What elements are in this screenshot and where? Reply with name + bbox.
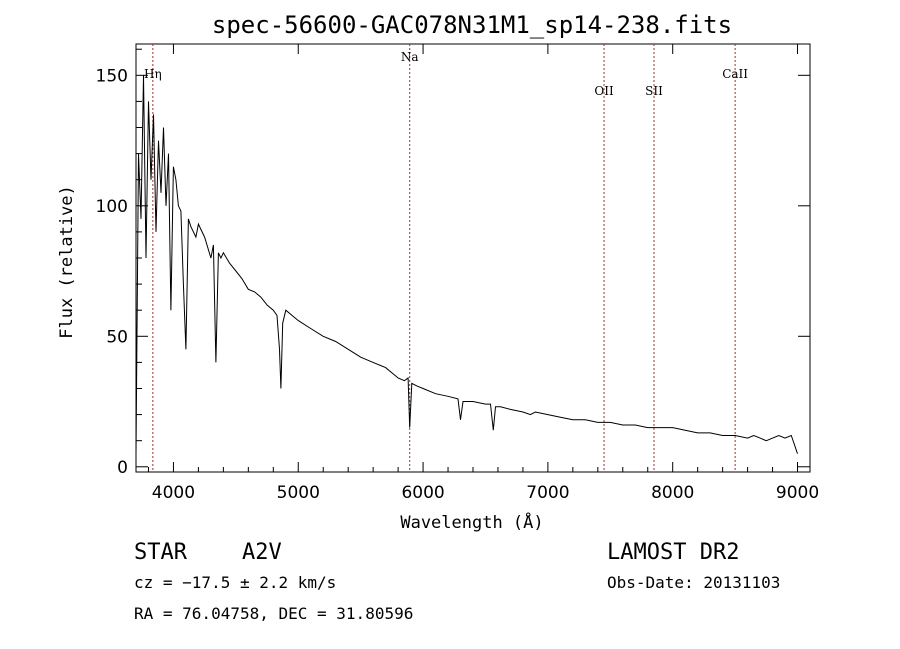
object-class: STAR: [134, 540, 188, 565]
x-tick-label: 4000: [152, 483, 195, 503]
y-tick-label: 0: [117, 458, 128, 478]
y-axis-ticks: 0 50 100 150: [96, 48, 810, 478]
y-tick-label: 100: [96, 197, 128, 217]
line-marker-label: Hη: [144, 67, 162, 81]
line-marker-label: OII: [594, 84, 614, 98]
x-tick-label: 6000: [401, 483, 444, 503]
x-tick-label: 5000: [277, 483, 320, 503]
obs-date-text: Obs-Date: 20131103: [607, 573, 780, 592]
radec-text: RA = 76.04758, DEC = 31.80596: [134, 604, 413, 623]
object-subclass: A2V: [242, 540, 282, 565]
x-axis-label: Wavelength (Å): [400, 511, 543, 533]
line-marker-label: Na: [401, 50, 419, 64]
redshift-text: cz = −17.5 ± 2.2 km/s: [134, 573, 336, 592]
plot-frame: [135, 43, 811, 473]
y-axis-label: Flux (relative): [57, 185, 77, 339]
chart-title: spec-56600-GAC078N31M1_sp14-238.fits: [212, 11, 732, 39]
y-tick-label: 150: [96, 66, 128, 86]
line-marker-label: CaII: [722, 67, 748, 81]
y-tick-label: 50: [106, 327, 128, 347]
x-axis-ticks: 4000 5000 6000 7000 8000 9000: [147, 44, 819, 503]
x-tick-label: 7000: [526, 483, 569, 503]
line-marker-label: SII: [645, 84, 663, 98]
spectrum-series-line: [135, 75, 798, 454]
survey-label: LAMOST DR2: [607, 540, 739, 565]
x-tick-label: 9000: [776, 483, 819, 503]
line-markers: Hη Na OII SII CaII: [144, 44, 748, 472]
x-tick-label: 8000: [651, 483, 694, 503]
